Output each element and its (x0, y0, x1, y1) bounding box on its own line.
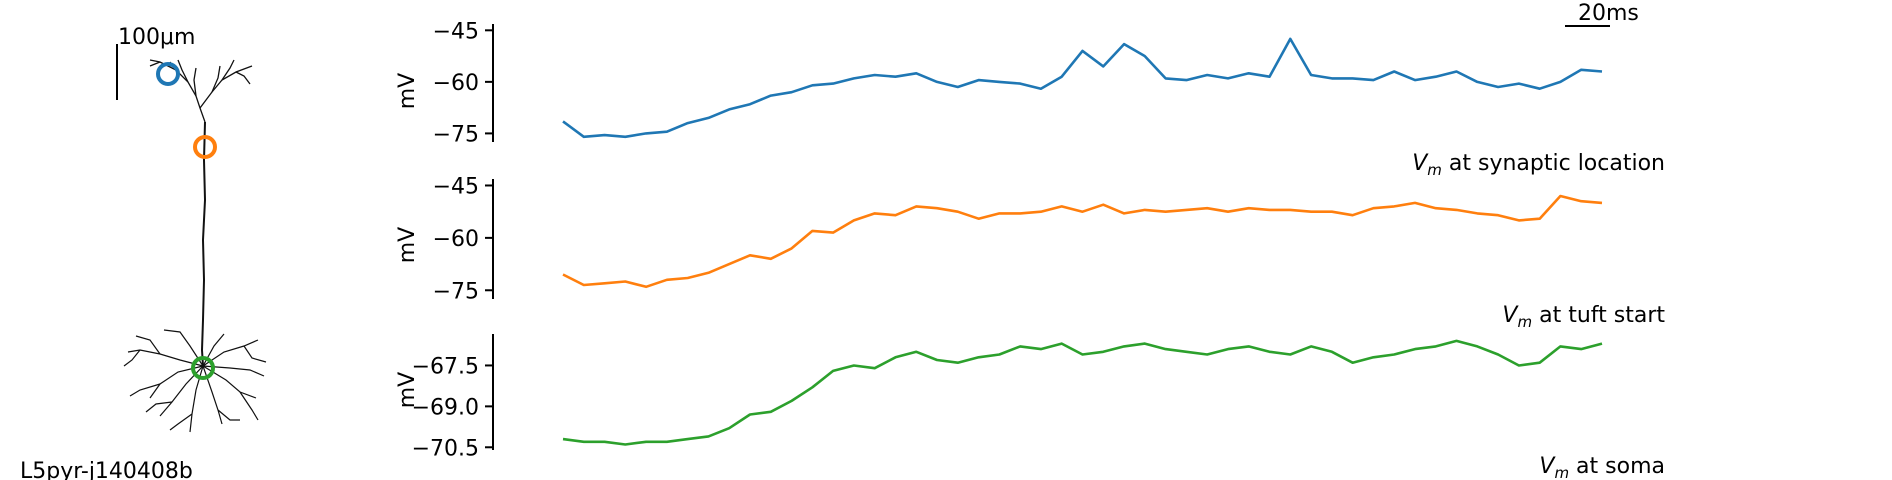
legend-tuft: Vm at tuft start (1502, 303, 1665, 331)
y-tick-label: −75 (433, 122, 479, 147)
y-tick-label: −60 (433, 227, 479, 252)
legend-synaptic-v: V (1412, 151, 1429, 176)
legend-soma-v: V (1539, 454, 1556, 479)
legend-synaptic-text: at synaptic location (1442, 151, 1665, 176)
time-scale-bar-label: 20ms (1578, 1, 1639, 26)
y-ticks-tuft: −45 −60 −75 (433, 174, 493, 304)
legend-tuft-v: V (1502, 303, 1519, 328)
panel-tuft: −45 −60 −75 mV Vm at tuft start (395, 174, 1665, 331)
synaptic-location-marker (156, 62, 180, 86)
legend-tuft-text: at tuft start (1532, 303, 1665, 328)
y-tick-label: −60 (433, 71, 479, 96)
trace-tuft (562, 194, 1603, 289)
y-tick-label: −70.5 (412, 436, 479, 461)
legend-soma-sub: m (1554, 464, 1569, 480)
neuron-morphology: 100μm (20, 25, 267, 480)
apical-tuft (149, 59, 253, 123)
legend-tuft-sub: m (1517, 313, 1532, 331)
space-scale-bar-label: 100μm (118, 25, 195, 50)
y-tick-label: −45 (433, 174, 479, 199)
trace-soma (562, 339, 1603, 446)
legend-soma: Vm at soma (1539, 454, 1665, 480)
trace-synaptic (562, 37, 1603, 139)
y-tick-label: −67.5 (412, 354, 479, 379)
legend-soma-text: at soma (1569, 454, 1665, 479)
y-axis-label-soma: mV (395, 372, 420, 408)
tuft-start-marker (193, 135, 217, 159)
cell-name-label: L5pyr-j140408b (20, 459, 193, 480)
y-axis-label-tuft: mV (395, 227, 420, 263)
panel-synaptic: −45 −60 −75 mV Vm at synaptic location (395, 19, 1665, 179)
panel-soma: −67.5 −69.0 −70.5 mV Vm at soma (395, 334, 1665, 480)
legend-synaptic: Vm at synaptic location (1412, 151, 1665, 179)
apical-trunk (200, 121, 207, 367)
y-tick-label: −45 (433, 19, 479, 44)
y-tick-label: −69.0 (412, 395, 479, 420)
y-tick-label: −75 (433, 279, 479, 304)
basal-dendrites (123, 329, 267, 433)
soma-marker (191, 356, 215, 380)
y-ticks-soma: −67.5 −69.0 −70.5 (412, 354, 493, 461)
legend-synaptic-sub: m (1427, 161, 1442, 179)
y-ticks-synaptic: −45 −60 −75 (433, 19, 493, 147)
y-axis-label-synaptic: mV (395, 73, 420, 109)
